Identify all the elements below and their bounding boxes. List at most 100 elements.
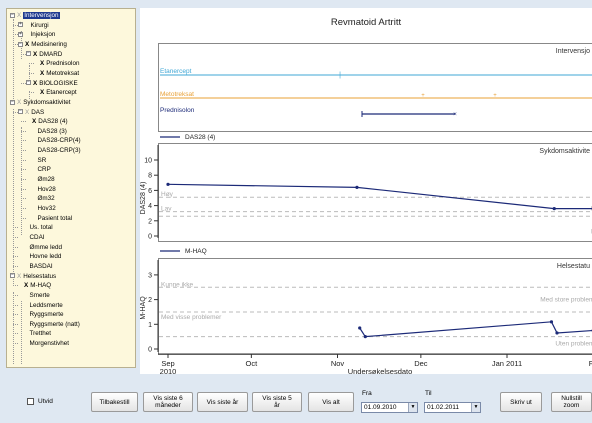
selection-mark[interactable]: X: [25, 108, 30, 116]
from-date-select[interactable]: 01.09.2010 ▼: [361, 402, 418, 413]
selection-mark[interactable]: [24, 263, 28, 270]
selection-mark[interactable]: [24, 311, 28, 318]
tree-item[interactable]: Tretthet: [13, 330, 51, 337]
selection-mark[interactable]: [24, 253, 28, 260]
tree-item[interactable]: DAS28-CRP(4): [21, 137, 81, 144]
tree-item[interactable]: − X DAS: [13, 108, 44, 116]
collapse-icon[interactable]: −: [26, 50, 31, 57]
tree-connector: [21, 217, 26, 219]
print-button[interactable]: Skriv ut: [500, 392, 542, 412]
selection-mark[interactable]: X: [33, 50, 38, 58]
tree-item[interactable]: Hov28: [21, 186, 56, 193]
selection-mark[interactable]: [32, 176, 36, 183]
utvid-checkbox[interactable]: [27, 398, 34, 405]
selection-mark[interactable]: X: [17, 98, 22, 106]
collapse-icon[interactable]: −: [10, 98, 15, 105]
selection-mark[interactable]: [32, 205, 36, 212]
tree-item[interactable]: BASDAI: [13, 263, 53, 270]
das28-axis-label: DAS28 (4): [140, 182, 147, 215]
selection-mark[interactable]: X: [40, 69, 45, 77]
selection-mark[interactable]: [32, 128, 36, 135]
tree-item[interactable]: Pasient total: [21, 215, 72, 222]
selection-mark[interactable]: X: [40, 60, 45, 68]
selection-mark[interactable]: [32, 157, 36, 164]
tree-item[interactable]: − X DMARD: [21, 50, 62, 58]
selection-mark[interactable]: [24, 330, 28, 337]
tree-item[interactable]: Ryggsmerte: [13, 311, 63, 318]
selection-mark[interactable]: X: [40, 89, 45, 97]
selection-mark[interactable]: [32, 147, 36, 154]
selection-mark[interactable]: [32, 166, 36, 173]
medication-label: Etanercept: [160, 68, 192, 75]
expand-icon[interactable]: +: [18, 31, 23, 38]
mhaq-data-point: [358, 326, 362, 330]
selection-mark[interactable]: X: [32, 118, 37, 126]
selection-mark[interactable]: [24, 321, 28, 328]
tree-item[interactable]: Ømme ledd: [13, 244, 62, 251]
selection-mark[interactable]: [24, 234, 28, 241]
to-date-select[interactable]: 01.02.2011 ▼: [424, 402, 481, 413]
selection-mark[interactable]: [24, 302, 28, 309]
collapse-icon[interactable]: −: [18, 40, 23, 47]
tree-item-label: CRP: [37, 166, 51, 174]
last-6-months-button[interactable]: Vis siste 6 måneder: [143, 392, 193, 412]
collapse-icon[interactable]: −: [26, 79, 31, 86]
selection-mark[interactable]: [32, 186, 36, 193]
tree-item[interactable]: X M-HAQ: [13, 282, 51, 290]
tree-item[interactable]: − X Sykdomsaktivitet: [10, 99, 70, 106]
tree-item[interactable]: Hovne ledd: [13, 253, 62, 261]
tree-item[interactable]: − X Helsestatus: [10, 273, 56, 280]
tree-item[interactable]: CRP: [21, 166, 51, 174]
from-label: Fra: [362, 390, 372, 397]
expand-icon[interactable]: +: [18, 21, 23, 28]
tree-item[interactable]: − X Medisinering: [13, 40, 67, 48]
selection-mark[interactable]: [32, 195, 36, 202]
selection-mark[interactable]: [32, 137, 36, 144]
tree-item[interactable]: + Kirurgi: [13, 21, 49, 29]
tree-item[interactable]: Øm32: [21, 195, 55, 202]
last-year-button[interactable]: Vis siste år: [197, 392, 248, 412]
tree-item[interactable]: Hov32: [21, 205, 56, 212]
last-6-months-label-1: Vis siste 6: [153, 395, 183, 402]
selection-mark[interactable]: [24, 224, 28, 231]
tree-item[interactable]: − X Intervensjon: [10, 12, 60, 19]
selection-mark[interactable]: [32, 215, 36, 222]
selection-mark[interactable]: [24, 340, 28, 347]
tree-item[interactable]: X DAS28 (4): [21, 118, 68, 126]
selection-mark[interactable]: X: [24, 282, 29, 290]
tree-item[interactable]: Øm28: [21, 176, 55, 183]
selection-mark[interactable]: X: [17, 272, 22, 280]
selection-mark[interactable]: [24, 292, 28, 299]
show-all-button[interactable]: Vis alt: [308, 392, 354, 412]
print-label: Skriv ut: [510, 398, 532, 406]
selection-mark[interactable]: [25, 22, 29, 29]
tree-item[interactable]: Ryggsmerte (natt): [13, 321, 80, 328]
tree-item[interactable]: − X BIOLOGISKE: [21, 79, 78, 87]
tree-item[interactable]: X Etanercept: [29, 89, 77, 97]
tree-connector: [29, 91, 30, 99]
selection-mark[interactable]: X: [25, 40, 30, 48]
reset-button[interactable]: Tilbakestill: [91, 392, 138, 412]
selection-mark[interactable]: [25, 31, 29, 38]
interventions-panel: [158, 43, 592, 132]
selection-mark[interactable]: X: [17, 12, 22, 19]
tree-item[interactable]: CDAI: [13, 234, 45, 241]
collapse-icon[interactable]: −: [10, 11, 15, 18]
tree-item[interactable]: Us. total: [13, 224, 53, 231]
tree-item[interactable]: Leddsmerte: [13, 302, 63, 309]
selection-mark[interactable]: [24, 244, 28, 251]
collapse-icon[interactable]: −: [10, 272, 15, 279]
reset-zoom-button[interactable]: Nullstill zoom: [551, 392, 592, 412]
tree-item[interactable]: Morgenstivhet: [13, 340, 69, 347]
tree-item-label: Hovne ledd: [29, 253, 62, 261]
tree-item[interactable]: + Injeksjon: [13, 31, 55, 38]
tree-item[interactable]: Smerte: [13, 292, 50, 299]
selection-mark[interactable]: X: [33, 79, 38, 87]
tree-item[interactable]: DAS28 (3): [21, 128, 67, 135]
tree-item[interactable]: X Metotreksat: [29, 69, 79, 77]
collapse-icon[interactable]: −: [18, 108, 23, 115]
tree-item[interactable]: X Prednisolon: [29, 60, 79, 68]
tree-item[interactable]: DAS28-CRP(3): [21, 147, 81, 154]
last-5-years-button[interactable]: Vis siste 5 år: [252, 392, 302, 412]
tree-item[interactable]: SR: [21, 157, 46, 164]
